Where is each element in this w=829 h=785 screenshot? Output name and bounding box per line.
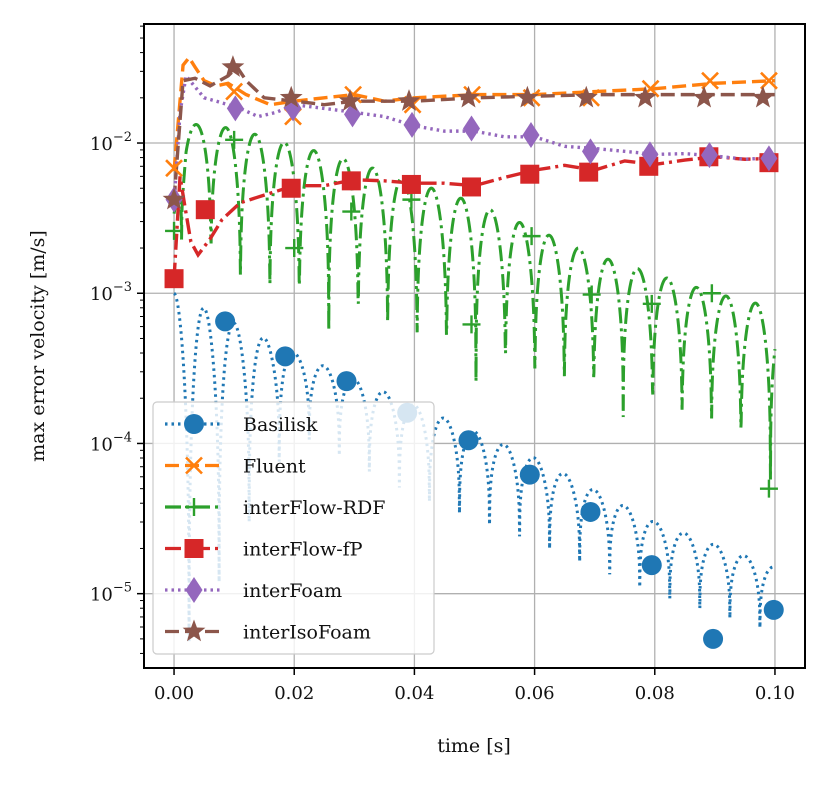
legend-label-interflow-fp: interFlow-fP (243, 539, 363, 561)
data-point-basilisk (763, 599, 784, 620)
legend-label-interfoam: interFoam (243, 580, 342, 602)
data-point-interfoam (581, 138, 599, 165)
y-tick-label: 10−4 (90, 430, 132, 455)
data-point-interflow-rdf (582, 285, 601, 304)
data-point-interfoam (403, 111, 421, 138)
data-point-interflow-rdf (522, 227, 541, 246)
data-point-interflow-rdf (702, 284, 721, 303)
legend: Basilisk Fluent interFlow-RDF interFlow-fP i… (152, 401, 435, 655)
x-axis-label: time [s] (437, 735, 511, 757)
x-tick-label: 0.08 (635, 683, 675, 704)
data-point-basilisk (215, 311, 236, 332)
plot-frame (143, 23, 806, 669)
data-point-interflow-fp (195, 200, 215, 220)
data-point-interflow-rdf (285, 239, 304, 258)
data-point-basilisk (336, 371, 357, 392)
y-tick-label: 10−5 (90, 581, 132, 606)
data-point-interfoam (226, 95, 244, 122)
data-point-basilisk (458, 430, 479, 451)
legend-label-fluent: Fluent (243, 456, 306, 478)
data-point-interflow-fp (281, 178, 301, 198)
y-tick-base: 10 (90, 284, 113, 305)
x-tick-label: 0.02 (274, 683, 314, 704)
data-point-interisofoam (279, 85, 303, 108)
data-point-interisofoam (574, 85, 598, 108)
data-point-interflow-rdf (225, 130, 244, 149)
x-tick-label: 0.06 (515, 683, 555, 704)
y-tick-base: 10 (90, 585, 113, 606)
legend-marker-interfoam (185, 577, 203, 603)
data-point-interfoam (700, 142, 718, 169)
data-point-interflow-fp (461, 177, 481, 197)
series-line-basilisk (173, 291, 776, 643)
legend-label-basilisk: Basilisk (243, 414, 318, 436)
y-tick-exponent: −5 (113, 581, 132, 596)
data-point-interisofoam (457, 85, 480, 108)
data-point-basilisk (519, 464, 540, 485)
data-point-interisofoam (338, 89, 362, 111)
data-point-interfoam (760, 145, 778, 172)
series-line-interflow-rdf (172, 123, 777, 480)
data-point-interisofoam (633, 85, 657, 108)
data-point-interfoam (522, 122, 540, 149)
y-tick-exponent: −3 (113, 280, 132, 295)
data-point-interflow-rdf (165, 221, 184, 240)
data-point-interfoam (344, 101, 362, 128)
data-point-interflow-fp (341, 171, 361, 191)
marker-layer (162, 55, 784, 649)
series-line-interflow-fp (172, 155, 775, 279)
data-point-interflow-fp (164, 269, 184, 289)
data-point-basilisk (580, 501, 601, 522)
data-point-interflow-fp (579, 162, 599, 182)
legend-label-interflow-rdf: interFlow-RDF (243, 497, 385, 519)
data-point-basilisk (641, 555, 662, 576)
data-point-fluent (165, 159, 183, 178)
y-tick-label: 10−3 (90, 280, 132, 305)
data-point-interflow-fp (401, 174, 421, 194)
data-point-interfoam (462, 115, 480, 142)
legend-box (152, 401, 435, 655)
data-point-interflow-rdf (759, 479, 778, 498)
data-point-interflow-fp (520, 164, 540, 184)
data-point-interisofoam (692, 85, 716, 108)
data-point-interflow-rdf (462, 315, 481, 334)
y-tick-exponent: −2 (113, 130, 132, 145)
y-axis-label: max error velocity [m/s] (27, 230, 49, 462)
legend-marker-interflow-rdf (185, 498, 203, 516)
data-point-interisofoam (397, 89, 421, 111)
data-point-interflow-rdf (342, 202, 361, 221)
data-point-interfoam (641, 141, 659, 168)
y-tick-label: 10−2 (90, 130, 132, 155)
data-point-fluent (701, 71, 719, 90)
legend-label-interisofoam: interIsoFoam (243, 622, 371, 644)
data-point-interisofoam (751, 85, 775, 108)
data-point-basilisk (275, 346, 296, 367)
legend-marker-basilisk (184, 414, 204, 434)
x-tick-label: 0.10 (755, 683, 795, 704)
legend-marker-fluent (185, 456, 203, 475)
data-point-fluent (760, 71, 778, 90)
y-tick-base: 10 (90, 434, 113, 455)
data-point-fluent (225, 82, 244, 101)
data-point-interflow-rdf (642, 294, 661, 313)
x-tick-label: 0.04 (394, 683, 434, 704)
y-tick-base: 10 (90, 134, 113, 155)
data-point-interisofoam (162, 187, 186, 210)
data-point-interisofoam (515, 85, 539, 108)
data-point-interisofoam (221, 55, 245, 77)
x-tick-label: 0.00 (154, 683, 194, 704)
legend-marker-interisofoam (182, 619, 206, 642)
data-point-basilisk (703, 628, 724, 649)
legend-marker-interflow-fp (184, 539, 204, 558)
series-line-fluent (172, 54, 776, 172)
y-tick-exponent: −4 (113, 430, 132, 445)
